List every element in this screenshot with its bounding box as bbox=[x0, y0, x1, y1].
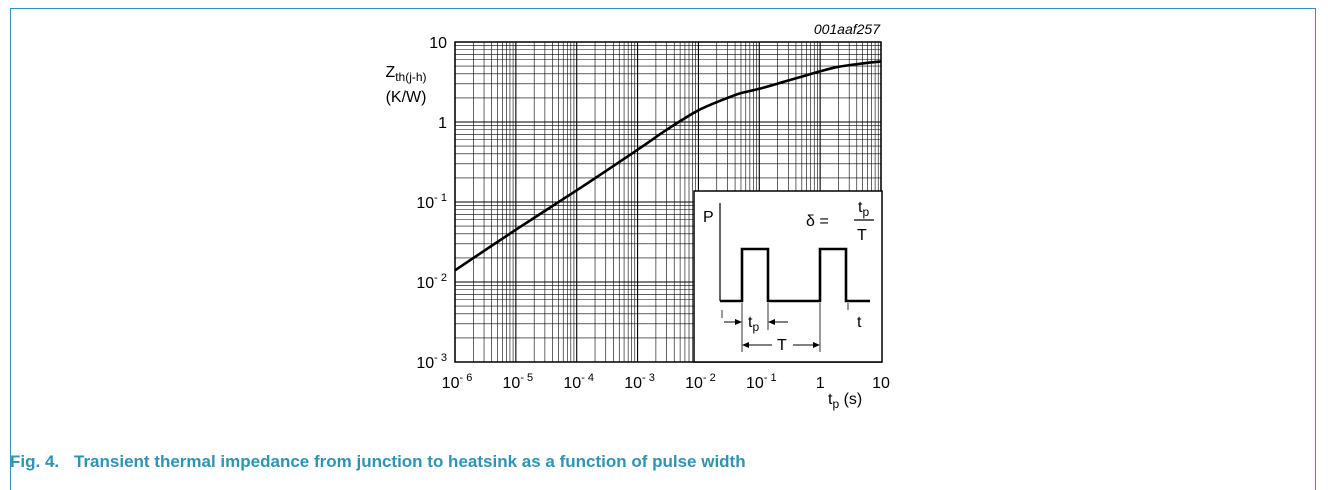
y-tick-label: 10- 3 bbox=[416, 352, 447, 372]
inset-delta: δ = bbox=[806, 213, 829, 230]
inset-tp-main: t bbox=[748, 314, 753, 331]
thermal-impedance-chart: 10- 6 10- 5 10- 4 10- 3 10- 2 10- 1 1 10 10110-… bbox=[385, 21, 890, 411]
arrowhead bbox=[735, 319, 742, 325]
arrowhead bbox=[813, 342, 820, 348]
x-tick-label: 10- 4 bbox=[563, 372, 594, 392]
fraction-numerator-sub: p bbox=[862, 205, 869, 219]
arrowhead bbox=[768, 319, 775, 325]
figure-caption-label: Fig. 4. bbox=[10, 452, 60, 471]
y-axis-label-main: Z bbox=[385, 64, 395, 81]
x-tick-label: 1 bbox=[816, 375, 825, 392]
inset-t-label: t bbox=[857, 314, 862, 331]
pulse-inset: P δ = tp T tp t T bbox=[693, 190, 883, 363]
x-axis-label-sub: p bbox=[832, 397, 839, 411]
inset-fraction-numerator: tp bbox=[858, 199, 869, 219]
inset-box bbox=[693, 190, 883, 363]
x-tick-label: 10- 2 bbox=[685, 372, 716, 392]
y-tick-label: 1 bbox=[438, 115, 447, 132]
x-tick-label: 10- 6 bbox=[442, 372, 473, 392]
y-tick-label: 10- 2 bbox=[416, 272, 447, 292]
x-axis-label-unit: (s) bbox=[839, 391, 862, 408]
y-axis-label-sub: th(j-h) bbox=[395, 70, 426, 84]
inset-tp-label: tp bbox=[748, 314, 759, 334]
y-axis-unit: (K/W) bbox=[386, 89, 427, 106]
fraction-numerator-main: t bbox=[858, 199, 863, 216]
x-tick-label: 10- 3 bbox=[624, 372, 655, 392]
y-tick-label: 10 bbox=[429, 35, 447, 52]
x-tick-label: 10- 5 bbox=[503, 372, 534, 392]
inset-tp-sub: p bbox=[752, 320, 759, 334]
figure-caption: Fig. 4. Transient thermal impedance from … bbox=[10, 452, 746, 472]
x-axis-label: tp (s) bbox=[828, 391, 862, 411]
inset-p-label: P bbox=[703, 209, 714, 226]
x-axis-label-main: t bbox=[828, 391, 833, 408]
inset-pulse-waveform bbox=[720, 247, 870, 303]
y-tick-label: 10- 1 bbox=[416, 192, 447, 212]
series-curve bbox=[454, 60, 882, 272]
x-tick-label: 10- 1 bbox=[746, 372, 777, 392]
y-tick-labels: 10 1 10- 1 10- 2 10- 3 bbox=[416, 35, 447, 372]
x-tick-label: 10 bbox=[872, 375, 890, 392]
figure-code: 001aaf257 bbox=[814, 21, 881, 37]
y-axis-label: Zth(j-h) bbox=[385, 64, 426, 84]
figure-caption-text: Transient thermal impedance from junctio… bbox=[74, 452, 746, 471]
arrowhead bbox=[742, 342, 749, 348]
inset-period-label: T bbox=[777, 337, 787, 354]
inset-fraction-denominator: T bbox=[857, 227, 867, 244]
figure-frame bbox=[10, 8, 1316, 490]
x-tick-labels: 10- 6 10- 5 10- 4 10- 3 10- 2 10- 1 1 10 bbox=[442, 372, 890, 392]
